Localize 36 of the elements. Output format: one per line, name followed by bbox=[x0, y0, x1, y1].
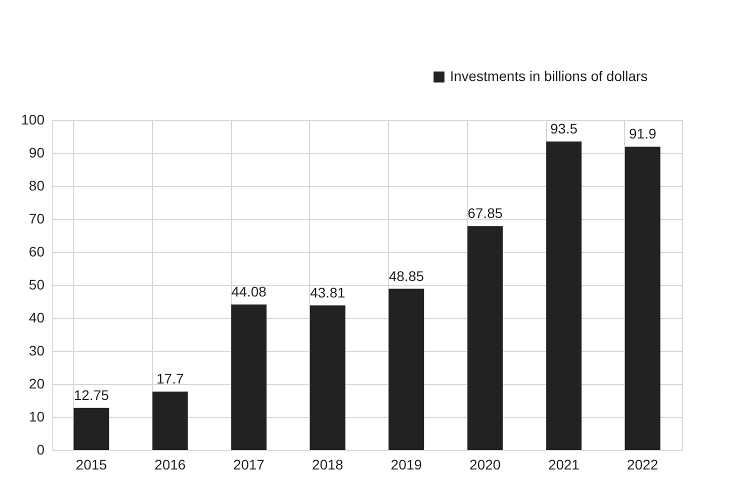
y-tick-label: 80 bbox=[28, 178, 45, 194]
data-label: 12.75 bbox=[74, 386, 110, 403]
data-label: 93.5 bbox=[550, 120, 578, 136]
bar bbox=[467, 226, 503, 450]
x-tick-label: 2020 bbox=[470, 456, 501, 472]
data-label: 91.9 bbox=[629, 126, 656, 142]
legend-label: Investments in billions of dollars bbox=[450, 68, 648, 84]
x-tick-label: 2022 bbox=[627, 456, 658, 472]
y-tick-label: 60 bbox=[28, 244, 45, 260]
data-label: 17.7 bbox=[156, 370, 184, 387]
y-tick-label: 90 bbox=[28, 144, 45, 160]
bar bbox=[546, 141, 582, 450]
bar bbox=[231, 304, 267, 450]
x-tick-label: 2017 bbox=[233, 456, 265, 472]
y-tick-label: 30 bbox=[28, 342, 45, 358]
y-tick-label: 40 bbox=[28, 310, 45, 326]
bar bbox=[388, 288, 424, 450]
bar bbox=[310, 305, 346, 450]
x-tick-label: 2021 bbox=[548, 456, 580, 472]
bar bbox=[624, 146, 660, 450]
bar bbox=[152, 392, 188, 450]
x-tick-label: 2019 bbox=[390, 456, 422, 472]
y-tick-label: 100 bbox=[21, 112, 45, 128]
y-tick-label: 0 bbox=[36, 442, 45, 458]
y-tick-label: 10 bbox=[28, 408, 45, 424]
x-tick-label: 2018 bbox=[312, 456, 344, 472]
y-tick-label: 70 bbox=[28, 210, 45, 226]
x-tick-label: 2016 bbox=[154, 456, 186, 472]
data-label: 48.85 bbox=[388, 268, 424, 284]
x-tick-label: 2015 bbox=[76, 456, 108, 472]
bar bbox=[74, 408, 110, 450]
data-label: 44.08 bbox=[231, 284, 267, 300]
data-label: 43.81 bbox=[310, 284, 346, 300]
y-tick-label: 20 bbox=[28, 376, 45, 392]
y-tick-label: 50 bbox=[28, 276, 45, 292]
data-label: 67.85 bbox=[468, 205, 503, 222]
